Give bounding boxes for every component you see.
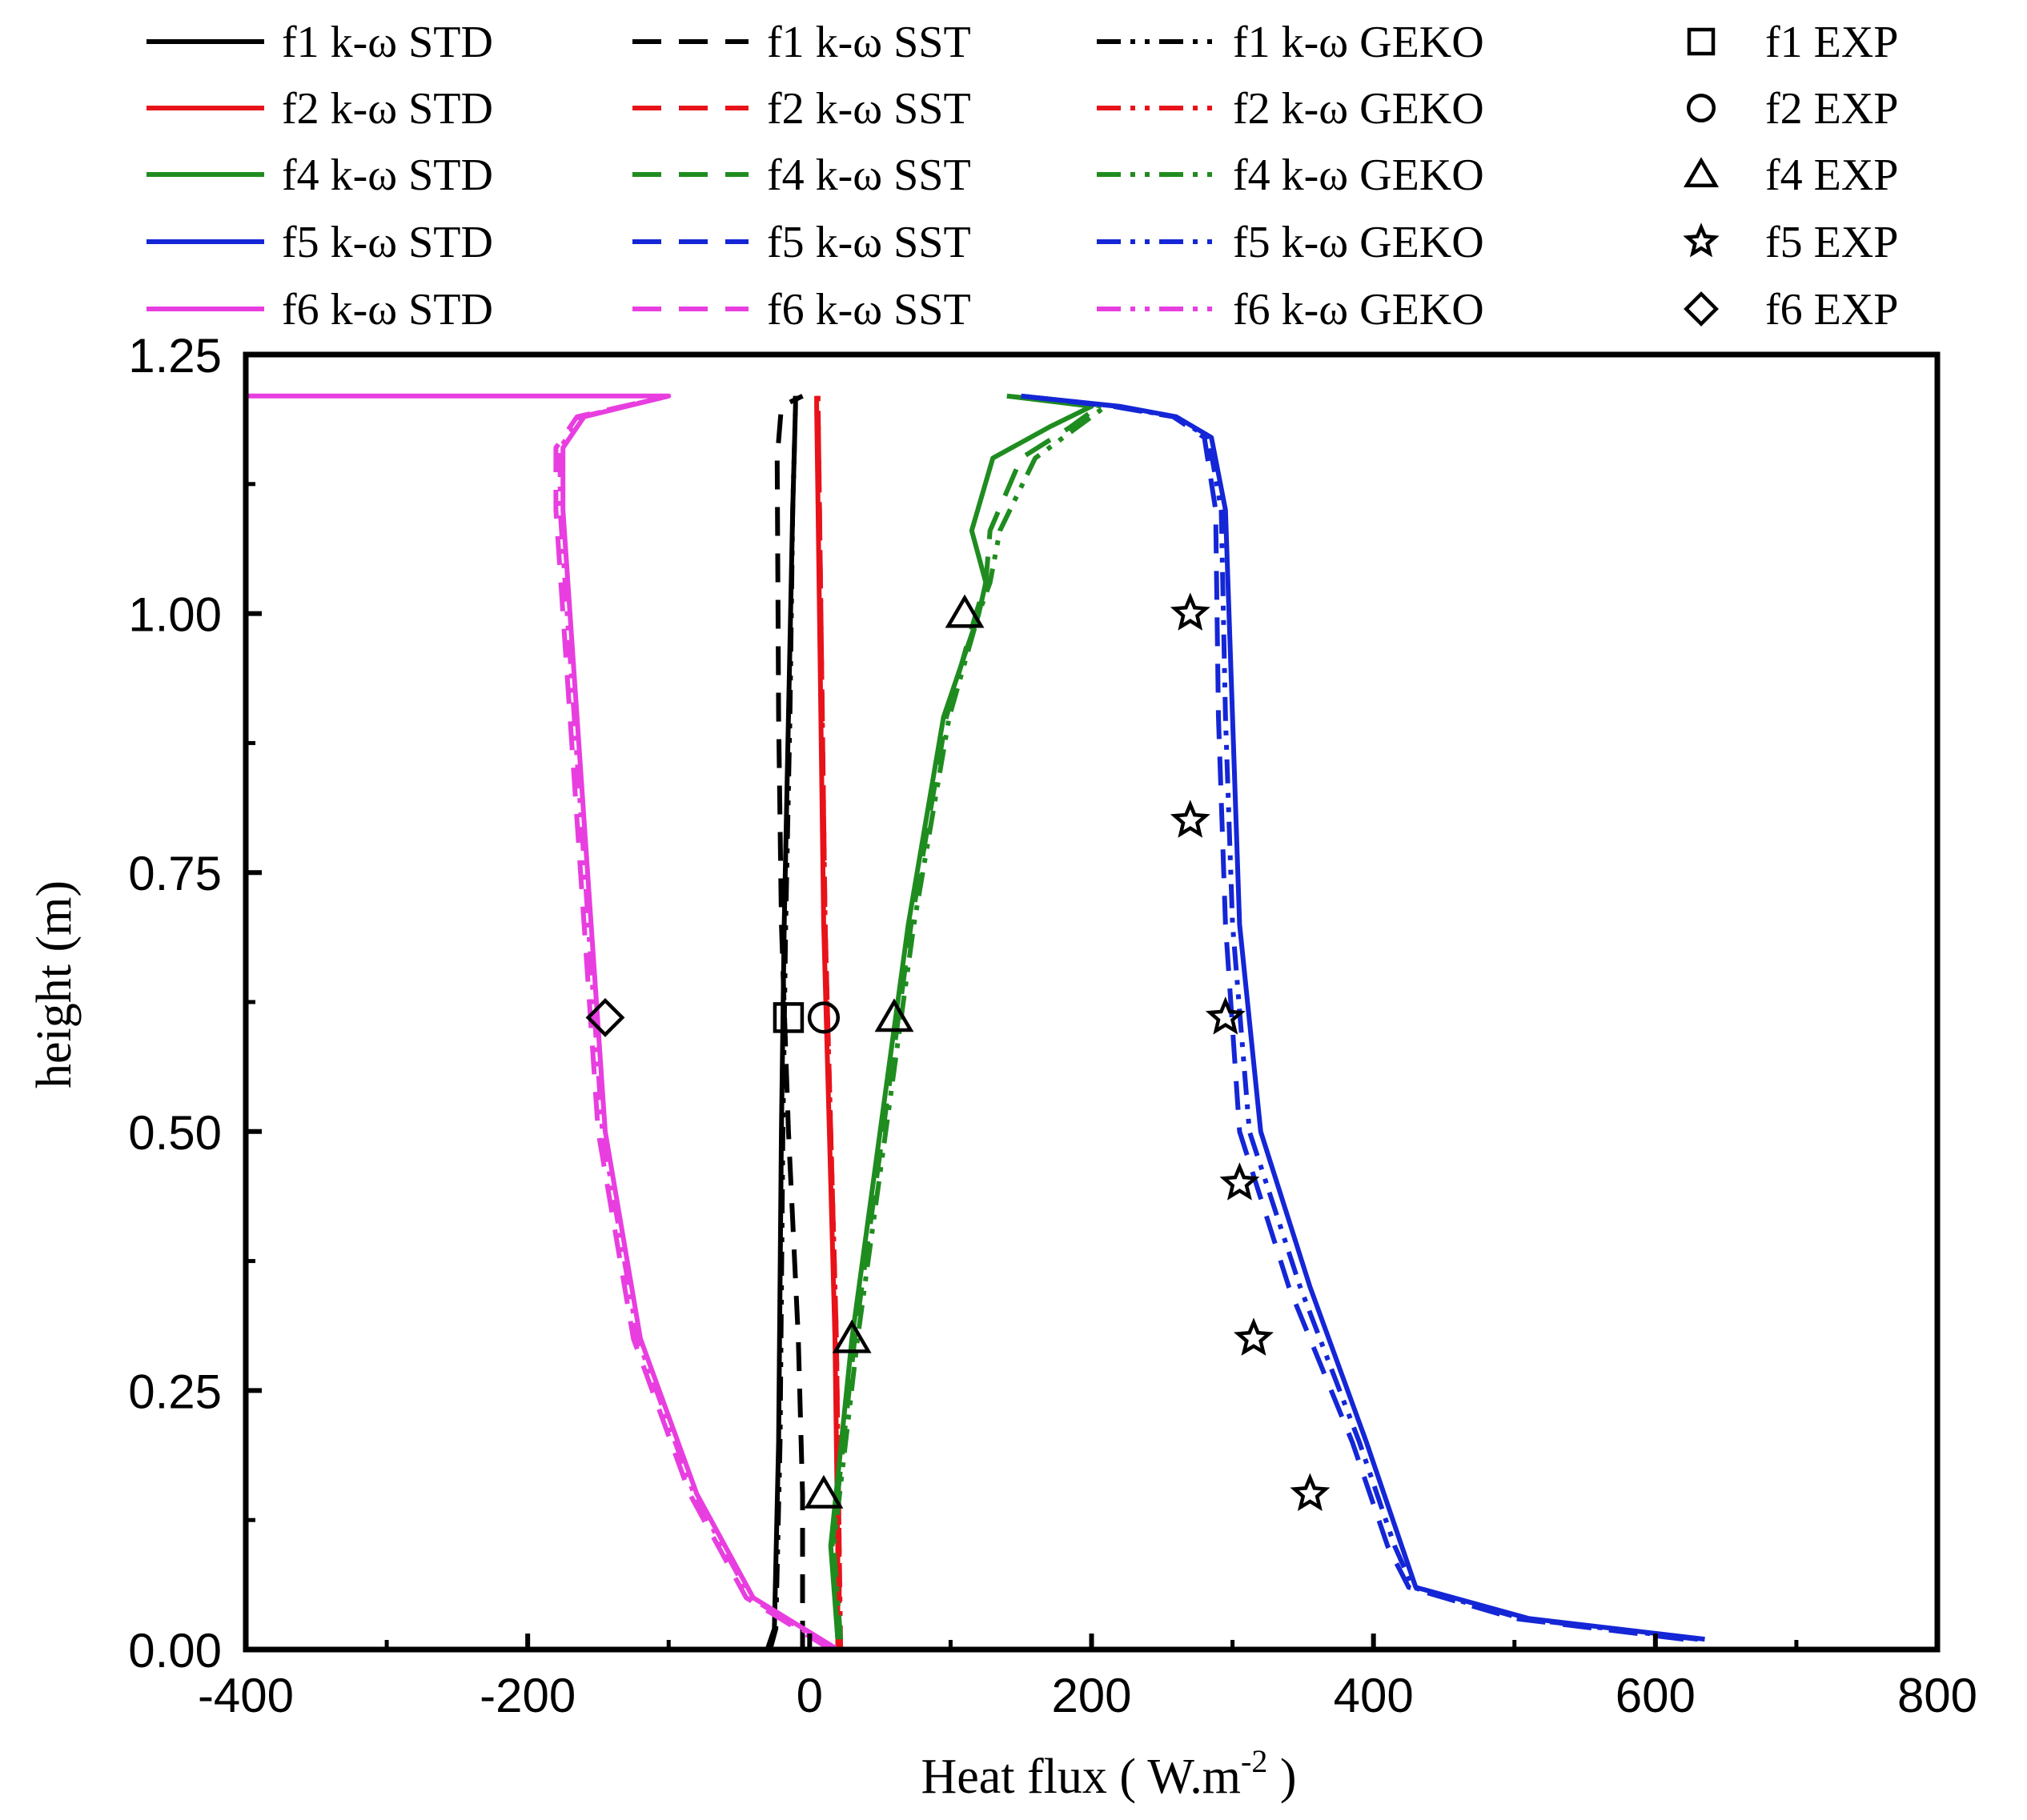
- x-tick-label: 600: [1616, 1669, 1696, 1722]
- series-line-f6-k-omega-geko: [557, 393, 837, 1650]
- legend-label: f6 k-ω GEKO: [1233, 285, 1484, 335]
- legend-marker-f6-exp: [1684, 291, 1719, 327]
- series-line-f5-k-omega-geko: [1021, 393, 1699, 1642]
- legend-label: f1 EXP: [1765, 18, 1898, 67]
- legend-label: f6 k-ω STD: [282, 285, 493, 335]
- series-line-f5-k-omega-std: [1021, 393, 1705, 1642]
- series-line-f4-k-omega-sst: [829, 393, 1102, 1640]
- series-line-f2-k-omega-geko: [815, 395, 844, 1650]
- legend-label: f5 k-ω SST: [767, 218, 971, 267]
- exp-marker-f5-exp-1: [1233, 1317, 1274, 1356]
- y-tick-label: 0.50: [128, 1106, 222, 1160]
- exp-marker-f5-exp-4: [1170, 800, 1210, 838]
- legend-label: f2 k-ω SST: [767, 84, 971, 134]
- series-line-f4-k-omega-std: [828, 393, 1094, 1640]
- axes: -400 -200 0 200 400 600 800 0.00 0.25 0.50 0.75 1.0…: [128, 329, 1977, 1722]
- legend-marker-f2-exp: [1687, 94, 1716, 122]
- legend-label: f4 EXP: [1765, 150, 1898, 200]
- legend-label: f2 k-ω GEKO: [1233, 84, 1484, 134]
- y-tick-label: 1.25: [128, 329, 222, 383]
- legend-label: f5 k-ω GEKO: [1233, 218, 1484, 267]
- legend-label: f1 k-ω STD: [282, 18, 493, 67]
- series-line-f6-k-omega-std: [246, 393, 840, 1650]
- plot-frame: [243, 351, 1941, 1653]
- exp-marker-f4-exp-1: [832, 1319, 872, 1353]
- y-tick-label: 0.25: [128, 1365, 222, 1418]
- legend-label: f5 k-ω STD: [282, 218, 493, 267]
- x-tick-label: -200: [480, 1669, 576, 1722]
- exp-marker-f6-exp-0: [585, 997, 625, 1037]
- y-axis-label: height (m): [27, 880, 82, 1088]
- legend-label: f4 k-ω GEKO: [1233, 150, 1484, 200]
- x-tick-label: 800: [1897, 1669, 1977, 1722]
- legend-label: f6 EXP: [1765, 285, 1898, 335]
- experimental-markers: [585, 592, 1331, 1512]
- y-tick-label: 0.75: [128, 847, 222, 900]
- legend-marker-f5-exp: [1683, 222, 1720, 258]
- legend-label: f5 EXP: [1765, 218, 1898, 267]
- exp-marker-f1-exp-0: [773, 1002, 805, 1033]
- series-line-f6-k-omega-sst: [553, 393, 833, 1650]
- y-tick-label: 0.00: [128, 1624, 222, 1678]
- legend-label: f6 k-ω SST: [767, 285, 971, 335]
- legend-label: f4 k-ω STD: [282, 150, 493, 200]
- x-axis-label: Heat flux ( W.m-2 ): [921, 1743, 1297, 1804]
- series-line-f1-k-omega-sst: [774, 394, 805, 1650]
- series-line-f4-k-omega-geko: [831, 393, 1109, 1640]
- exp-marker-f4-exp-3: [945, 594, 985, 628]
- legend-label: f2 k-ω STD: [282, 84, 493, 134]
- legend-label: f1 k-ω SST: [767, 18, 971, 67]
- x-tick-label: 0: [797, 1669, 823, 1722]
- legend-marker-f4-exp: [1683, 157, 1720, 188]
- legend-label: f4 k-ω SST: [767, 150, 971, 200]
- exp-marker-f5-exp-2: [1219, 1162, 1260, 1201]
- exp-marker-f5-exp-0: [1290, 1473, 1331, 1512]
- x-tick-label: 400: [1334, 1669, 1414, 1722]
- series-line-f1-k-omega-geko: [768, 395, 798, 1650]
- x-tick-label: -400: [198, 1669, 294, 1722]
- exp-marker-f5-exp-5: [1170, 592, 1210, 631]
- legend-marker-f1-exp: [1687, 27, 1716, 56]
- series-lines: [246, 393, 1705, 1650]
- legend: f1 k-ω STD f2 k-ω STD f4 k-ω STD f5 k-ω STD…: [147, 18, 1898, 335]
- exp-marker-f4-exp-0: [804, 1474, 844, 1509]
- exp-marker-f4-exp-2: [874, 998, 914, 1032]
- exp-marker-f2-exp-0: [807, 1001, 841, 1034]
- legend-label: f2 EXP: [1765, 84, 1898, 134]
- exp-marker-f5-exp-3: [1205, 996, 1246, 1035]
- series-line-f5-k-omega-sst: [1021, 393, 1684, 1642]
- y-tick-label: 1.00: [128, 588, 222, 642]
- legend-label: f1 k-ω GEKO: [1233, 18, 1484, 67]
- x-tick-label: 200: [1051, 1669, 1131, 1722]
